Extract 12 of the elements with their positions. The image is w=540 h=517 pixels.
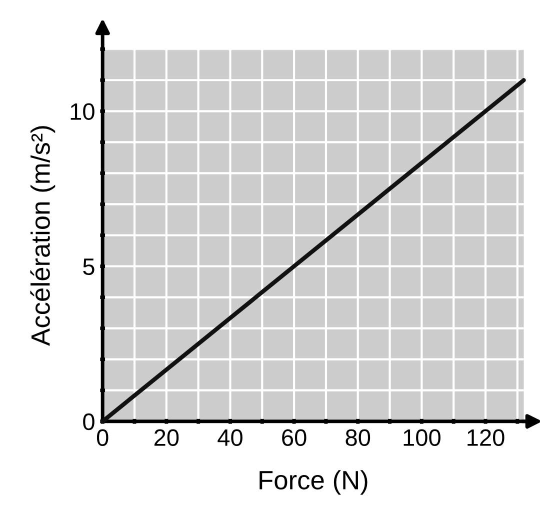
x-tick-label: 80 (346, 429, 370, 446)
x-tick-label: 60 (282, 429, 306, 446)
y-tick-label: 0 (83, 413, 94, 430)
x-tick-label: 40 (218, 429, 242, 446)
y-tick-label: 5 (83, 258, 94, 276)
x-axis-title: Force (N) (260, 470, 368, 495)
y-tick-label: 10 (70, 103, 94, 120)
x-tick-label: 120 (468, 429, 504, 446)
x-tick-label: 0 (96, 429, 108, 446)
x-tick-label: 20 (154, 429, 179, 446)
x-tick-label: 100 (404, 429, 440, 446)
y-axis-title: Accélération (m/s²) (30, 126, 56, 346)
